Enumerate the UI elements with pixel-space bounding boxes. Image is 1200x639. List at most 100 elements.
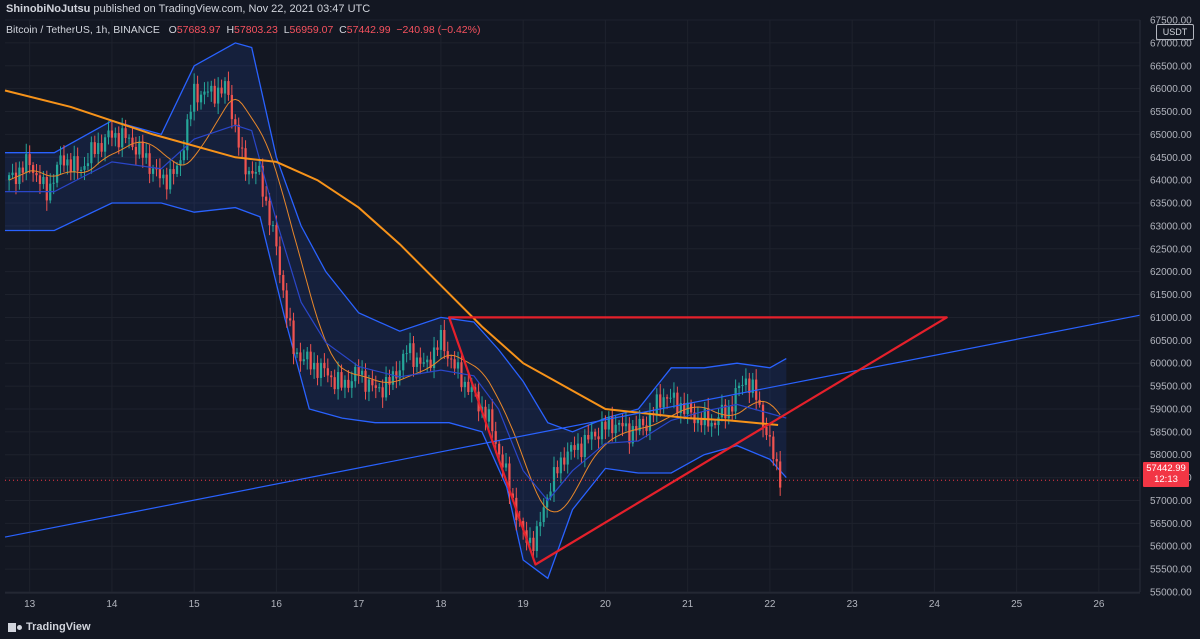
symbol-name[interactable]: Bitcoin / TetherUS, 1h, BINANCE [6, 24, 160, 36]
candle-body [641, 418, 645, 426]
candle-body [696, 417, 700, 424]
candle-body [289, 318, 292, 321]
candle-body [439, 329, 443, 350]
candle-body [76, 156, 79, 171]
candle-body [189, 111, 192, 120]
candle-body [491, 409, 494, 432]
candle-body [727, 406, 730, 419]
candle-body [772, 436, 775, 459]
y-tick-label: 66500.00 [1150, 61, 1192, 72]
candle-body [635, 426, 638, 431]
candle-body [546, 497, 549, 508]
candle-body [429, 359, 432, 369]
candle-body [443, 329, 446, 352]
candle-body [559, 457, 562, 474]
symbol-legend: Bitcoin / TetherUS, 1h, BINANCE O57683.9… [6, 24, 480, 36]
candle-body [604, 421, 607, 430]
candle-body [357, 366, 360, 375]
drawings[interactable] [4, 314, 1141, 566]
candle-body [542, 507, 545, 523]
candle-body [134, 146, 138, 155]
candle-body [155, 168, 158, 170]
candle-body [528, 537, 532, 543]
candle-body [165, 174, 168, 190]
candle-body [162, 174, 165, 179]
candle-body [186, 119, 189, 151]
y-tick-label: 59500.00 [1150, 382, 1192, 393]
candle-body [679, 403, 682, 414]
candle-body [532, 537, 535, 552]
candle-body [539, 522, 542, 527]
candle-body [628, 423, 631, 444]
candle-body [28, 154, 31, 166]
candle-body [456, 362, 460, 369]
low-value: 56959.07 [289, 24, 334, 36]
candle-body [254, 171, 257, 174]
candle-body [14, 172, 18, 185]
candle-body [737, 385, 741, 389]
candle-body [381, 387, 384, 398]
x-tick-label: 22 [764, 599, 776, 610]
candle-body [31, 165, 35, 173]
candle-body [251, 170, 254, 174]
footer: TradingView [0, 617, 1200, 639]
high-key: H [226, 24, 235, 36]
currency-unit-button[interactable]: USDT [1156, 24, 1194, 40]
candle-body [494, 431, 497, 444]
published-text: published on TradingView.com, Nov 22, 20… [93, 3, 371, 15]
candle-body [508, 463, 511, 494]
candle-body [323, 362, 326, 369]
candle-body [597, 436, 600, 440]
candle-body [340, 372, 343, 388]
moving-average [4, 89, 787, 513]
candle-body [672, 392, 676, 398]
candle-body [295, 352, 299, 355]
candle-body [611, 417, 614, 434]
candle-body [179, 160, 182, 166]
candle-body [415, 357, 419, 367]
candle-body [326, 368, 329, 376]
candle-body [124, 128, 127, 138]
x-tick-label: 25 [1011, 599, 1023, 610]
candle-body [309, 351, 312, 370]
tradingview-brand: TradingView [26, 621, 91, 633]
candle-body [220, 87, 223, 94]
candle-body [230, 94, 233, 120]
candle-body [594, 431, 597, 437]
candle-body [487, 409, 490, 422]
candle-body [21, 167, 24, 173]
x-tick-label: 24 [929, 599, 941, 610]
close-key: C [339, 24, 347, 36]
candle-body [292, 320, 295, 355]
candle-body [265, 196, 268, 201]
candle-body [744, 378, 748, 385]
publisher-name[interactable]: ShinobiNoJutsu [6, 3, 91, 15]
candle-body [138, 141, 141, 155]
candle-body [316, 362, 319, 378]
candle-body [210, 85, 213, 92]
triangle-pattern [448, 316, 948, 566]
candle-body [217, 87, 220, 104]
tradingview-logo[interactable]: TradingView [8, 621, 91, 633]
axes: 55000.00 55500.00 56000.00 56500.00 57000.00… [5, 16, 1192, 610]
candle-body [676, 392, 679, 414]
candle-body [446, 351, 449, 359]
candle-body [720, 404, 724, 418]
candle-body [66, 159, 69, 166]
y-tick-label: 62500.00 [1150, 244, 1192, 255]
candle-body [35, 172, 38, 176]
candle-body [336, 372, 340, 390]
bollinger-lower-line [5, 202, 787, 580]
candle-body [395, 371, 398, 379]
candle-body [566, 451, 569, 465]
y-tick-label: 64500.00 [1150, 153, 1192, 164]
x-tick-label: 15 [189, 599, 201, 610]
x-tick-label: 17 [353, 599, 365, 610]
bollinger-upper-line [5, 42, 787, 433]
candle-body [501, 454, 504, 468]
candle-body [175, 165, 179, 174]
candle-body [662, 397, 665, 408]
candle-body [436, 347, 439, 350]
